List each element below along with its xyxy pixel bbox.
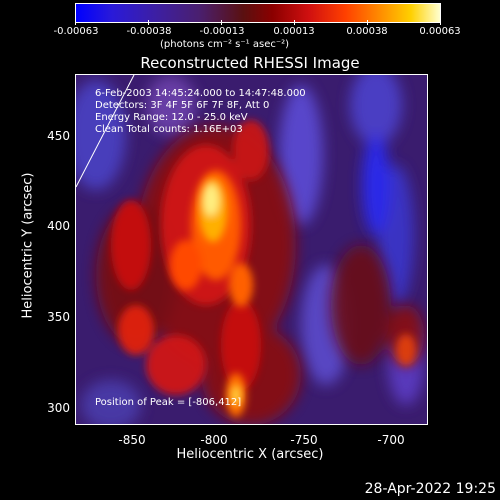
colorbar [75, 3, 441, 23]
colorbar-tick-label: 0.00063 [419, 26, 461, 37]
footer-timestamp: 28-Apr-2022 19:25 [364, 481, 496, 497]
overlay-time-range: 6-Feb-2003 14:45:24.000 to 14:47:48.000 [95, 88, 306, 99]
overlay-detectors: Detectors: 3F 4F 5F 6F 7F 8F, Att 0 [95, 100, 270, 111]
colorbar-tick-label: -0.00013 [199, 26, 245, 37]
x-tick-label: -700 [377, 433, 405, 447]
x-tick-label: -750 [290, 433, 318, 447]
colorbar-tick-label: -0.00063 [53, 26, 99, 37]
x-tick-label: -800 [200, 433, 228, 447]
y-tick-label: 450 [47, 129, 70, 143]
y-tick-label: 400 [47, 219, 70, 233]
colorbar-tick-label: 0.00038 [346, 26, 388, 37]
colorbar-tick-label: 0.00013 [273, 26, 315, 37]
overlay-peak-position: Position of Peak = [-806,412] [95, 397, 242, 408]
colorbar-tick-marks [75, 20, 441, 25]
y-tick-label: 300 [47, 401, 70, 415]
colorbar-tick-label: -0.00038 [126, 26, 172, 37]
x-tick-label: -850 [118, 433, 146, 447]
overlay-energy-range: Energy Range: 12.0 - 25.0 keV [95, 112, 248, 123]
y-axis-label: Heliocentric Y (arcsec) [20, 172, 36, 319]
solar-image-panel [75, 74, 428, 425]
solar-image-map [76, 75, 427, 424]
overlay-clean-counts: Clean Total counts: 1.16E+03 [95, 124, 243, 135]
y-tick-label: 350 [47, 310, 70, 324]
colorbar-units: (photons cm⁻² s⁻¹ asec⁻²) [160, 39, 290, 50]
x-axis-label: Heliocentric X (arcsec) [176, 447, 324, 462]
plot-title: Reconstructed RHESSI Image [140, 54, 360, 72]
